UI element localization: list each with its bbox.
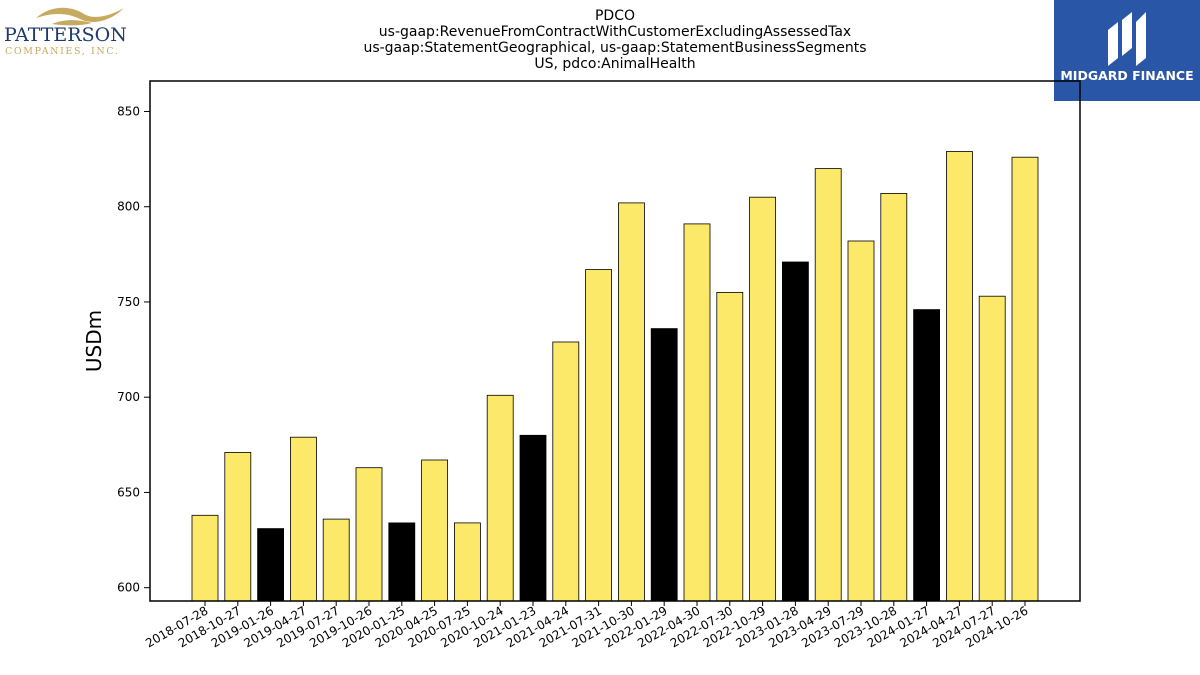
y-tick-label: 750 [117, 295, 140, 309]
bar-2020-01-25 [388, 522, 416, 602]
y-tick-label: 650 [117, 485, 140, 499]
bar-2023-01-28 [782, 261, 809, 602]
bar-2022-01-29 [650, 328, 678, 602]
bar-2021-04-24 [552, 341, 580, 602]
bar-2019-04-27 [289, 436, 317, 602]
bars-group [191, 151, 1039, 602]
bar-2019-07-27 [322, 518, 350, 602]
y-tick-label: 700 [117, 390, 140, 404]
axes-frame [149, 80, 1081, 602]
bar-2021-10-30 [618, 202, 645, 602]
title-members: US, pdco:AnimalHealth [534, 56, 696, 72]
bar-2020-04-25 [421, 459, 449, 602]
midgard-m-icon [1108, 12, 1146, 66]
bar-2018-07-28 [191, 514, 219, 602]
y-ticks-group: 600 650 700 750 800 850 [117, 104, 150, 595]
bar-2022-10-29 [749, 196, 776, 602]
patterson-logo: PATTERSON COMPANIES, INC. [4, 4, 130, 60]
y-tick-label: 850 [117, 104, 140, 118]
bar-2024-04-27 [946, 151, 973, 602]
bar-2023-07-29 [847, 240, 875, 602]
bar-2019-10-26 [355, 467, 383, 602]
bar-2021-01-23 [519, 434, 547, 602]
bar-2018-10-27 [224, 451, 252, 602]
patterson-logo-name: PATTERSON [4, 24, 127, 46]
midgard-finance-logo: MIDGARD FINANCE [1054, 0, 1200, 101]
y-tick-label: 600 [117, 581, 140, 595]
bar-2022-04-30 [683, 223, 711, 602]
bar-2020-07-25 [453, 522, 481, 602]
bar-2020-10-24 [486, 394, 514, 602]
bar-2022-07-30 [716, 291, 744, 602]
bar-2024-10-26 [1011, 156, 1039, 602]
patterson-swoosh-icon [36, 7, 124, 26]
bar-2023-04-29 [814, 168, 842, 602]
title-axes: us-gaap:StatementGeographical, us-gaap:S… [363, 40, 867, 56]
midgard-logo-name: MIDGARD FINANCE [1060, 68, 1194, 83]
x-ticks-group: 2018-07-282018-10-272019-01-262019-04-27… [143, 601, 1031, 650]
bar-2024-01-27 [913, 309, 940, 602]
bar-2024-07-27 [978, 295, 1006, 602]
title-ticker: PDCO [594, 8, 636, 24]
patterson-logo-sub: COMPANIES, INC. [5, 46, 120, 57]
bar-2023-10-28 [880, 192, 908, 602]
bar-2021-07-31 [585, 269, 612, 602]
title-concept: us-gaap:RevenueFromContractWithCustomerE… [378, 24, 852, 40]
y-tick-label: 800 [117, 200, 140, 214]
bar-2019-01-26 [257, 528, 285, 602]
